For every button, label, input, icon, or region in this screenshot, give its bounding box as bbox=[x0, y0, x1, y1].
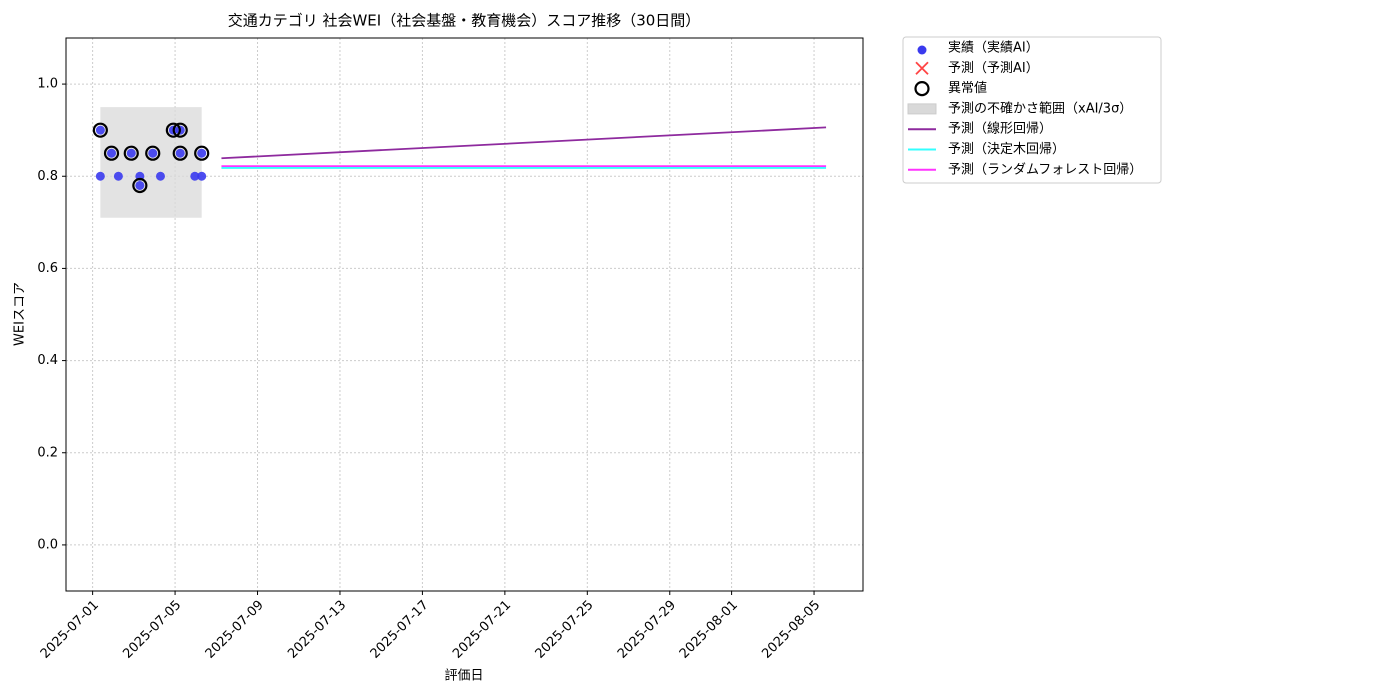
y-tick-label: 0.6 bbox=[37, 261, 58, 276]
anomaly-marker bbox=[172, 122, 188, 138]
anomaly-marker bbox=[103, 145, 120, 161]
actual-point bbox=[135, 180, 145, 190]
legend-swatch bbox=[917, 45, 927, 55]
legend-label: 予測の不確かさ範囲（xAI/3σ） bbox=[948, 100, 1132, 116]
y-tick-label: 0.0 bbox=[37, 537, 58, 552]
legend-box bbox=[902, 36, 1162, 184]
uncertainty-band bbox=[100, 107, 202, 218]
legend-label: 異常値 bbox=[948, 80, 987, 96]
legend-label: 予測（決定木回帰） bbox=[948, 141, 1065, 157]
actual-point bbox=[107, 148, 117, 158]
actual-point bbox=[197, 148, 207, 158]
legend-label: 予測（線形回帰） bbox=[948, 121, 1052, 137]
prediction-line bbox=[221, 126, 827, 160]
anomaly-marker bbox=[172, 145, 188, 161]
legend-label: 予測（ランダムフォレスト回帰） bbox=[948, 161, 1142, 177]
actual-point bbox=[126, 148, 136, 158]
y-axis-label: WEIスコア bbox=[13, 282, 28, 346]
legend-swatch bbox=[907, 103, 937, 115]
plot-frame bbox=[65, 37, 864, 592]
actual-point bbox=[95, 171, 105, 181]
actual-point bbox=[175, 148, 185, 158]
anomaly-marker bbox=[123, 145, 139, 161]
anomaly-marker bbox=[92, 122, 108, 138]
y-tick-label: 0.2 bbox=[37, 445, 58, 460]
y-tick-label: 0.8 bbox=[37, 169, 58, 184]
legend-label: 予測（予測AI） bbox=[948, 61, 1039, 76]
actual-point bbox=[95, 125, 105, 135]
actual-point bbox=[148, 148, 158, 158]
legend-swatch bbox=[914, 80, 930, 97]
legend-label: 実績（実績AI） bbox=[948, 40, 1039, 56]
actual-point bbox=[197, 171, 207, 181]
x-axis-label: 評価日 bbox=[444, 669, 483, 684]
actual-point bbox=[190, 171, 200, 181]
anomaly-marker bbox=[132, 177, 148, 194]
chart-title: 交通カテゴリ 社会WEI（社会基盤・教育機会）スコア推移（30日間） bbox=[228, 12, 701, 30]
anomaly-marker bbox=[165, 122, 181, 138]
y-tick-label: 1.0 bbox=[37, 77, 58, 92]
legend-swatch bbox=[915, 61, 929, 75]
anomaly-marker bbox=[194, 145, 210, 161]
actual-point bbox=[113, 171, 123, 181]
actual-point bbox=[155, 171, 165, 181]
anomaly-marker bbox=[145, 145, 161, 161]
y-tick-label: 0.4 bbox=[37, 353, 58, 368]
